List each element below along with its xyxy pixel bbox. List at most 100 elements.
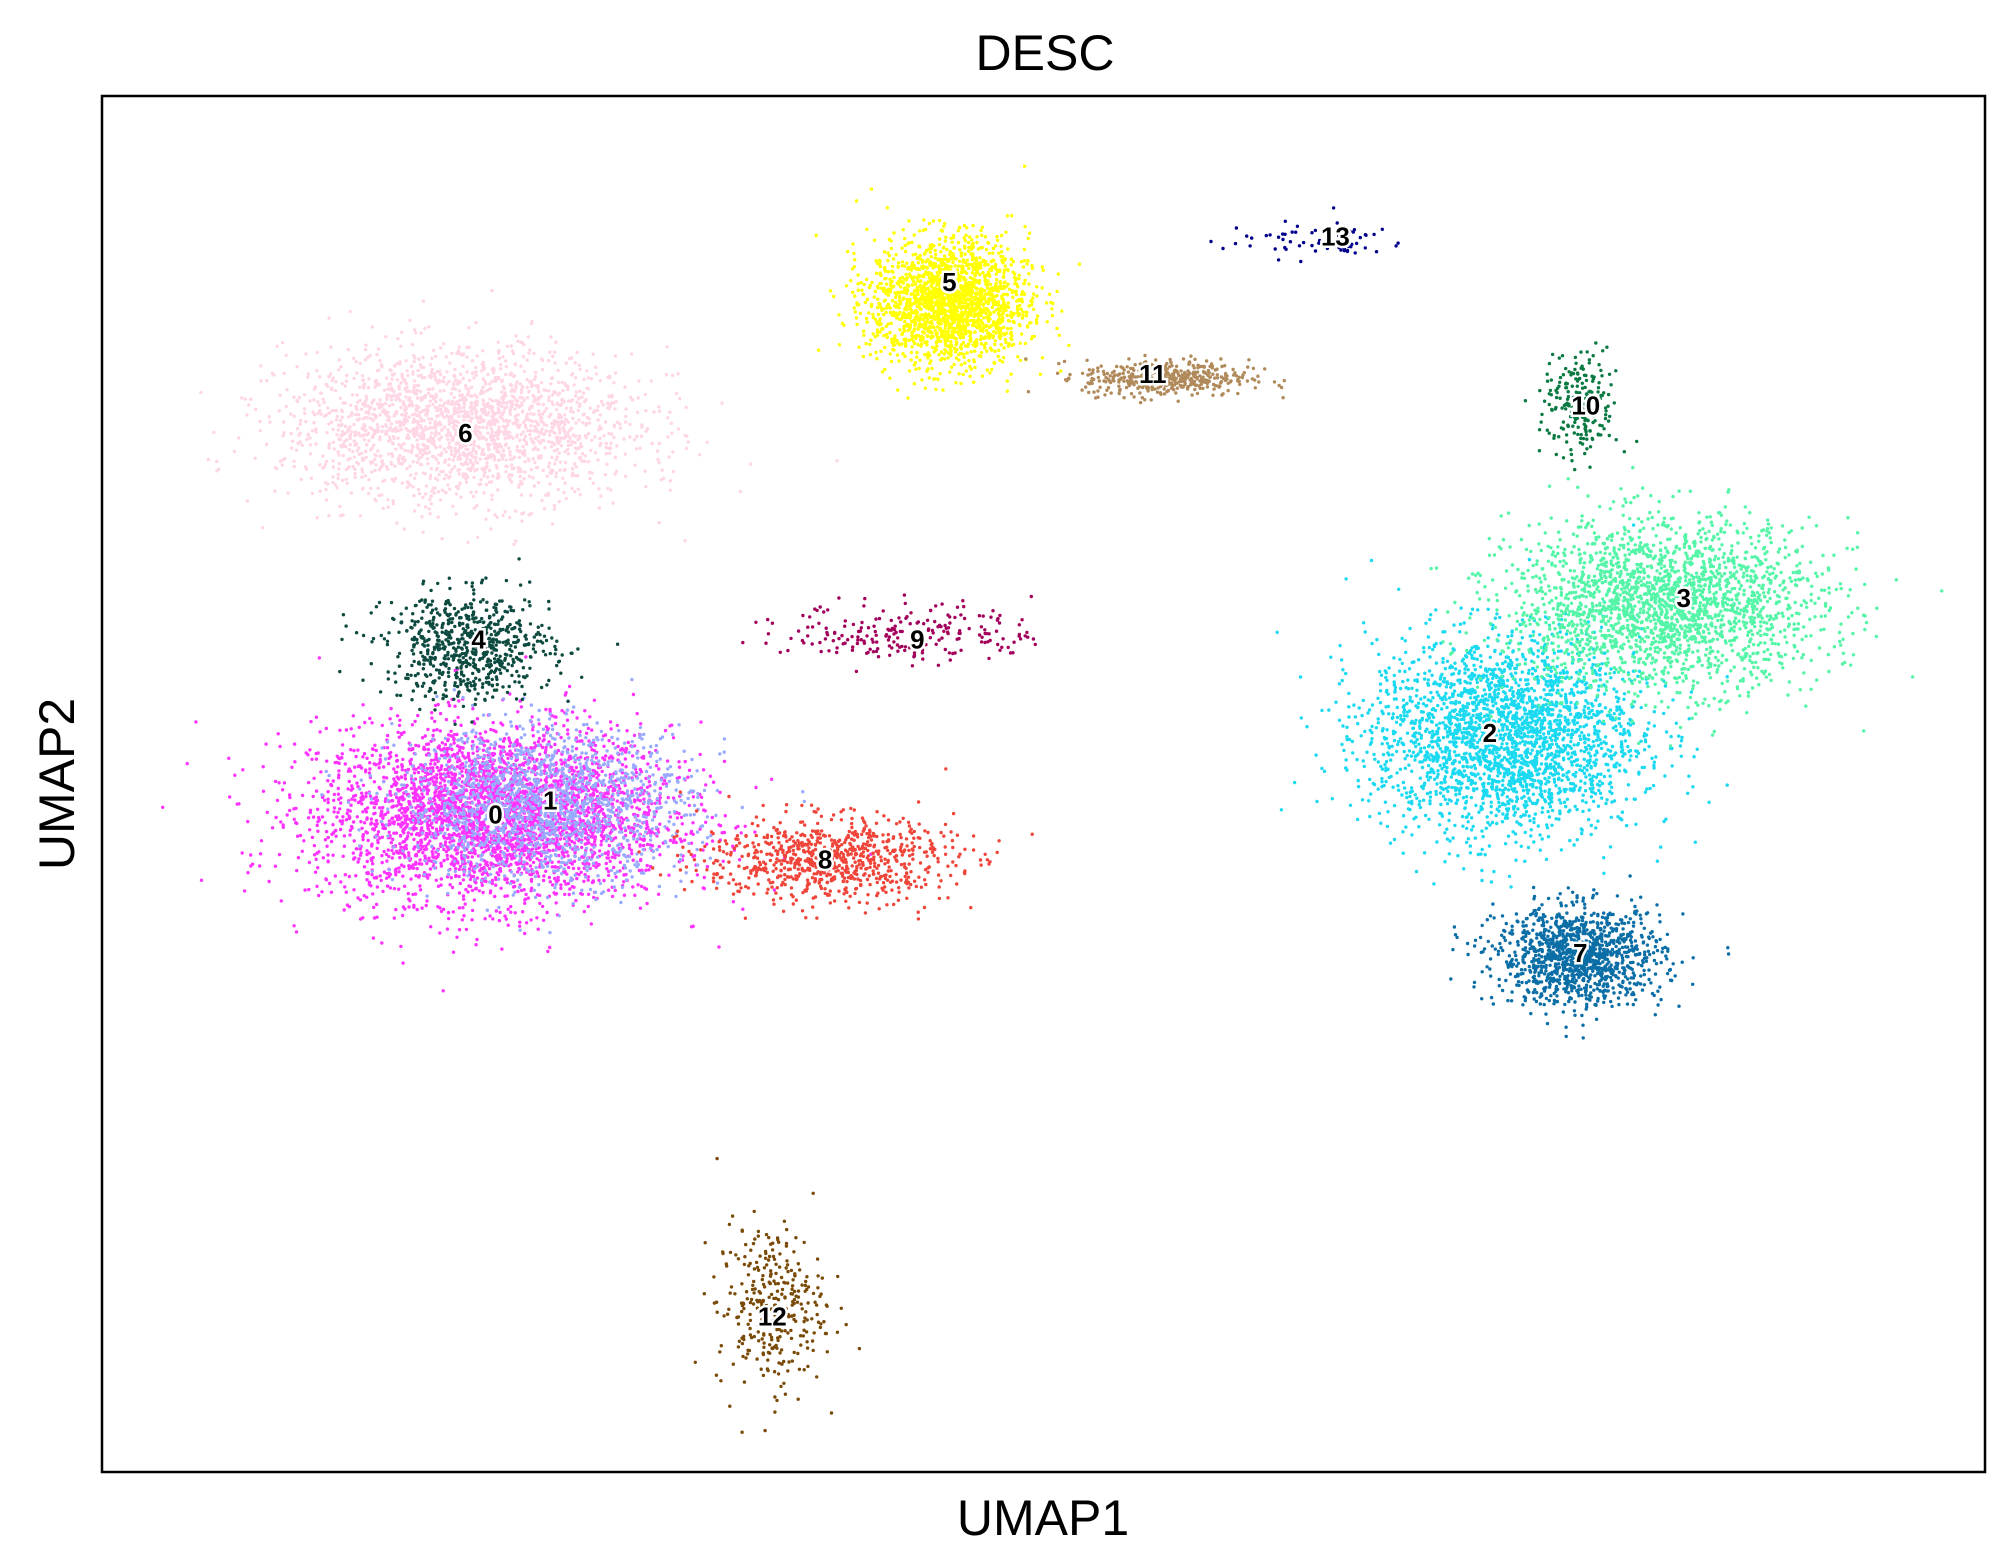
data-point: [708, 856, 712, 860]
data-point: [486, 873, 490, 877]
data-point: [510, 790, 514, 795]
data-point: [636, 756, 640, 760]
data-point: [416, 744, 421, 748]
data-point: [674, 840, 678, 845]
data-point: [695, 769, 699, 773]
data-point: [471, 751, 475, 755]
data-point: [581, 742, 586, 746]
data-point: [553, 865, 557, 869]
data-point: [295, 868, 299, 873]
data-point: [483, 782, 487, 786]
data-point: [593, 808, 597, 812]
data-point: [599, 792, 603, 797]
data-point: [296, 856, 301, 860]
data-point: [479, 878, 484, 883]
data-point: [298, 833, 303, 838]
data-point: [316, 829, 320, 833]
data-point: [675, 816, 680, 820]
data-point: [535, 916, 539, 920]
data-point: [411, 791, 415, 795]
data-point: [650, 827, 654, 831]
data-point: [506, 761, 510, 765]
data-point: [449, 816, 454, 820]
data-point: [591, 803, 595, 808]
data-point: [452, 741, 456, 745]
data-point: [462, 732, 466, 736]
data-point: [450, 885, 455, 890]
data-point: [512, 780, 516, 784]
data-point: [438, 781, 442, 785]
data-point: [443, 767, 447, 772]
data-point: [512, 786, 516, 791]
data-point: [622, 880, 626, 884]
data-point: [532, 777, 536, 782]
data-point: [435, 773, 439, 777]
data-point: [491, 758, 495, 762]
data-point: [573, 753, 578, 758]
data-point: [544, 725, 549, 729]
data-point: [434, 878, 438, 882]
data-point: [737, 858, 742, 862]
data-point: [346, 808, 350, 812]
data-point: [416, 845, 420, 850]
data-point: [632, 837, 636, 841]
data-point: [504, 917, 508, 921]
data-point: [343, 873, 347, 877]
data-point: [344, 728, 349, 732]
data-point: [560, 794, 564, 798]
data-point: [161, 805, 165, 809]
data-point: [529, 918, 533, 922]
data-point: [432, 782, 436, 787]
data-point: [501, 697, 506, 701]
data-point: [457, 906, 462, 910]
data-point: [585, 856, 590, 860]
data-point: [412, 825, 416, 829]
data-point: [428, 777, 432, 781]
data-point: [509, 870, 514, 874]
data-point: [581, 830, 585, 834]
data-point: [609, 727, 613, 731]
data-point: [432, 859, 436, 863]
data-point: [458, 839, 462, 843]
data-point: [504, 799, 508, 803]
data-point: [497, 854, 501, 859]
data-point: [461, 878, 466, 882]
data-point: [576, 810, 580, 814]
data-point: [691, 789, 696, 793]
data-point: [489, 742, 493, 747]
data-point: [551, 768, 556, 772]
data-point: [611, 828, 615, 832]
data-point: [391, 837, 395, 842]
data-point: [722, 759, 727, 764]
data-point: [581, 786, 585, 790]
data-point: [606, 763, 610, 767]
data-point: [400, 913, 405, 918]
data-point: [562, 780, 566, 785]
data-point: [513, 825, 518, 829]
data-point: [597, 778, 601, 783]
data-point: [644, 769, 649, 774]
data-point: [575, 800, 580, 805]
data-point: [590, 850, 594, 854]
data-point: [541, 827, 546, 831]
data-point: [671, 732, 675, 737]
data-point: [567, 736, 571, 740]
data-point: [315, 823, 319, 828]
data-point: [620, 752, 624, 756]
data-point: [323, 798, 327, 802]
data-point: [631, 858, 635, 862]
data-point: [352, 839, 356, 843]
data-point: [562, 777, 566, 781]
data-point: [464, 802, 468, 807]
data-point: [412, 828, 416, 832]
data-point: [249, 853, 253, 857]
data-point: [515, 830, 519, 834]
data-point: [553, 852, 557, 857]
data-point: [573, 738, 578, 742]
scatter-points: [161, 164, 1944, 1434]
data-point: [350, 797, 354, 801]
data-point: [554, 901, 558, 905]
data-point: [437, 757, 442, 761]
data-point: [658, 757, 662, 761]
data-point: [422, 872, 427, 877]
